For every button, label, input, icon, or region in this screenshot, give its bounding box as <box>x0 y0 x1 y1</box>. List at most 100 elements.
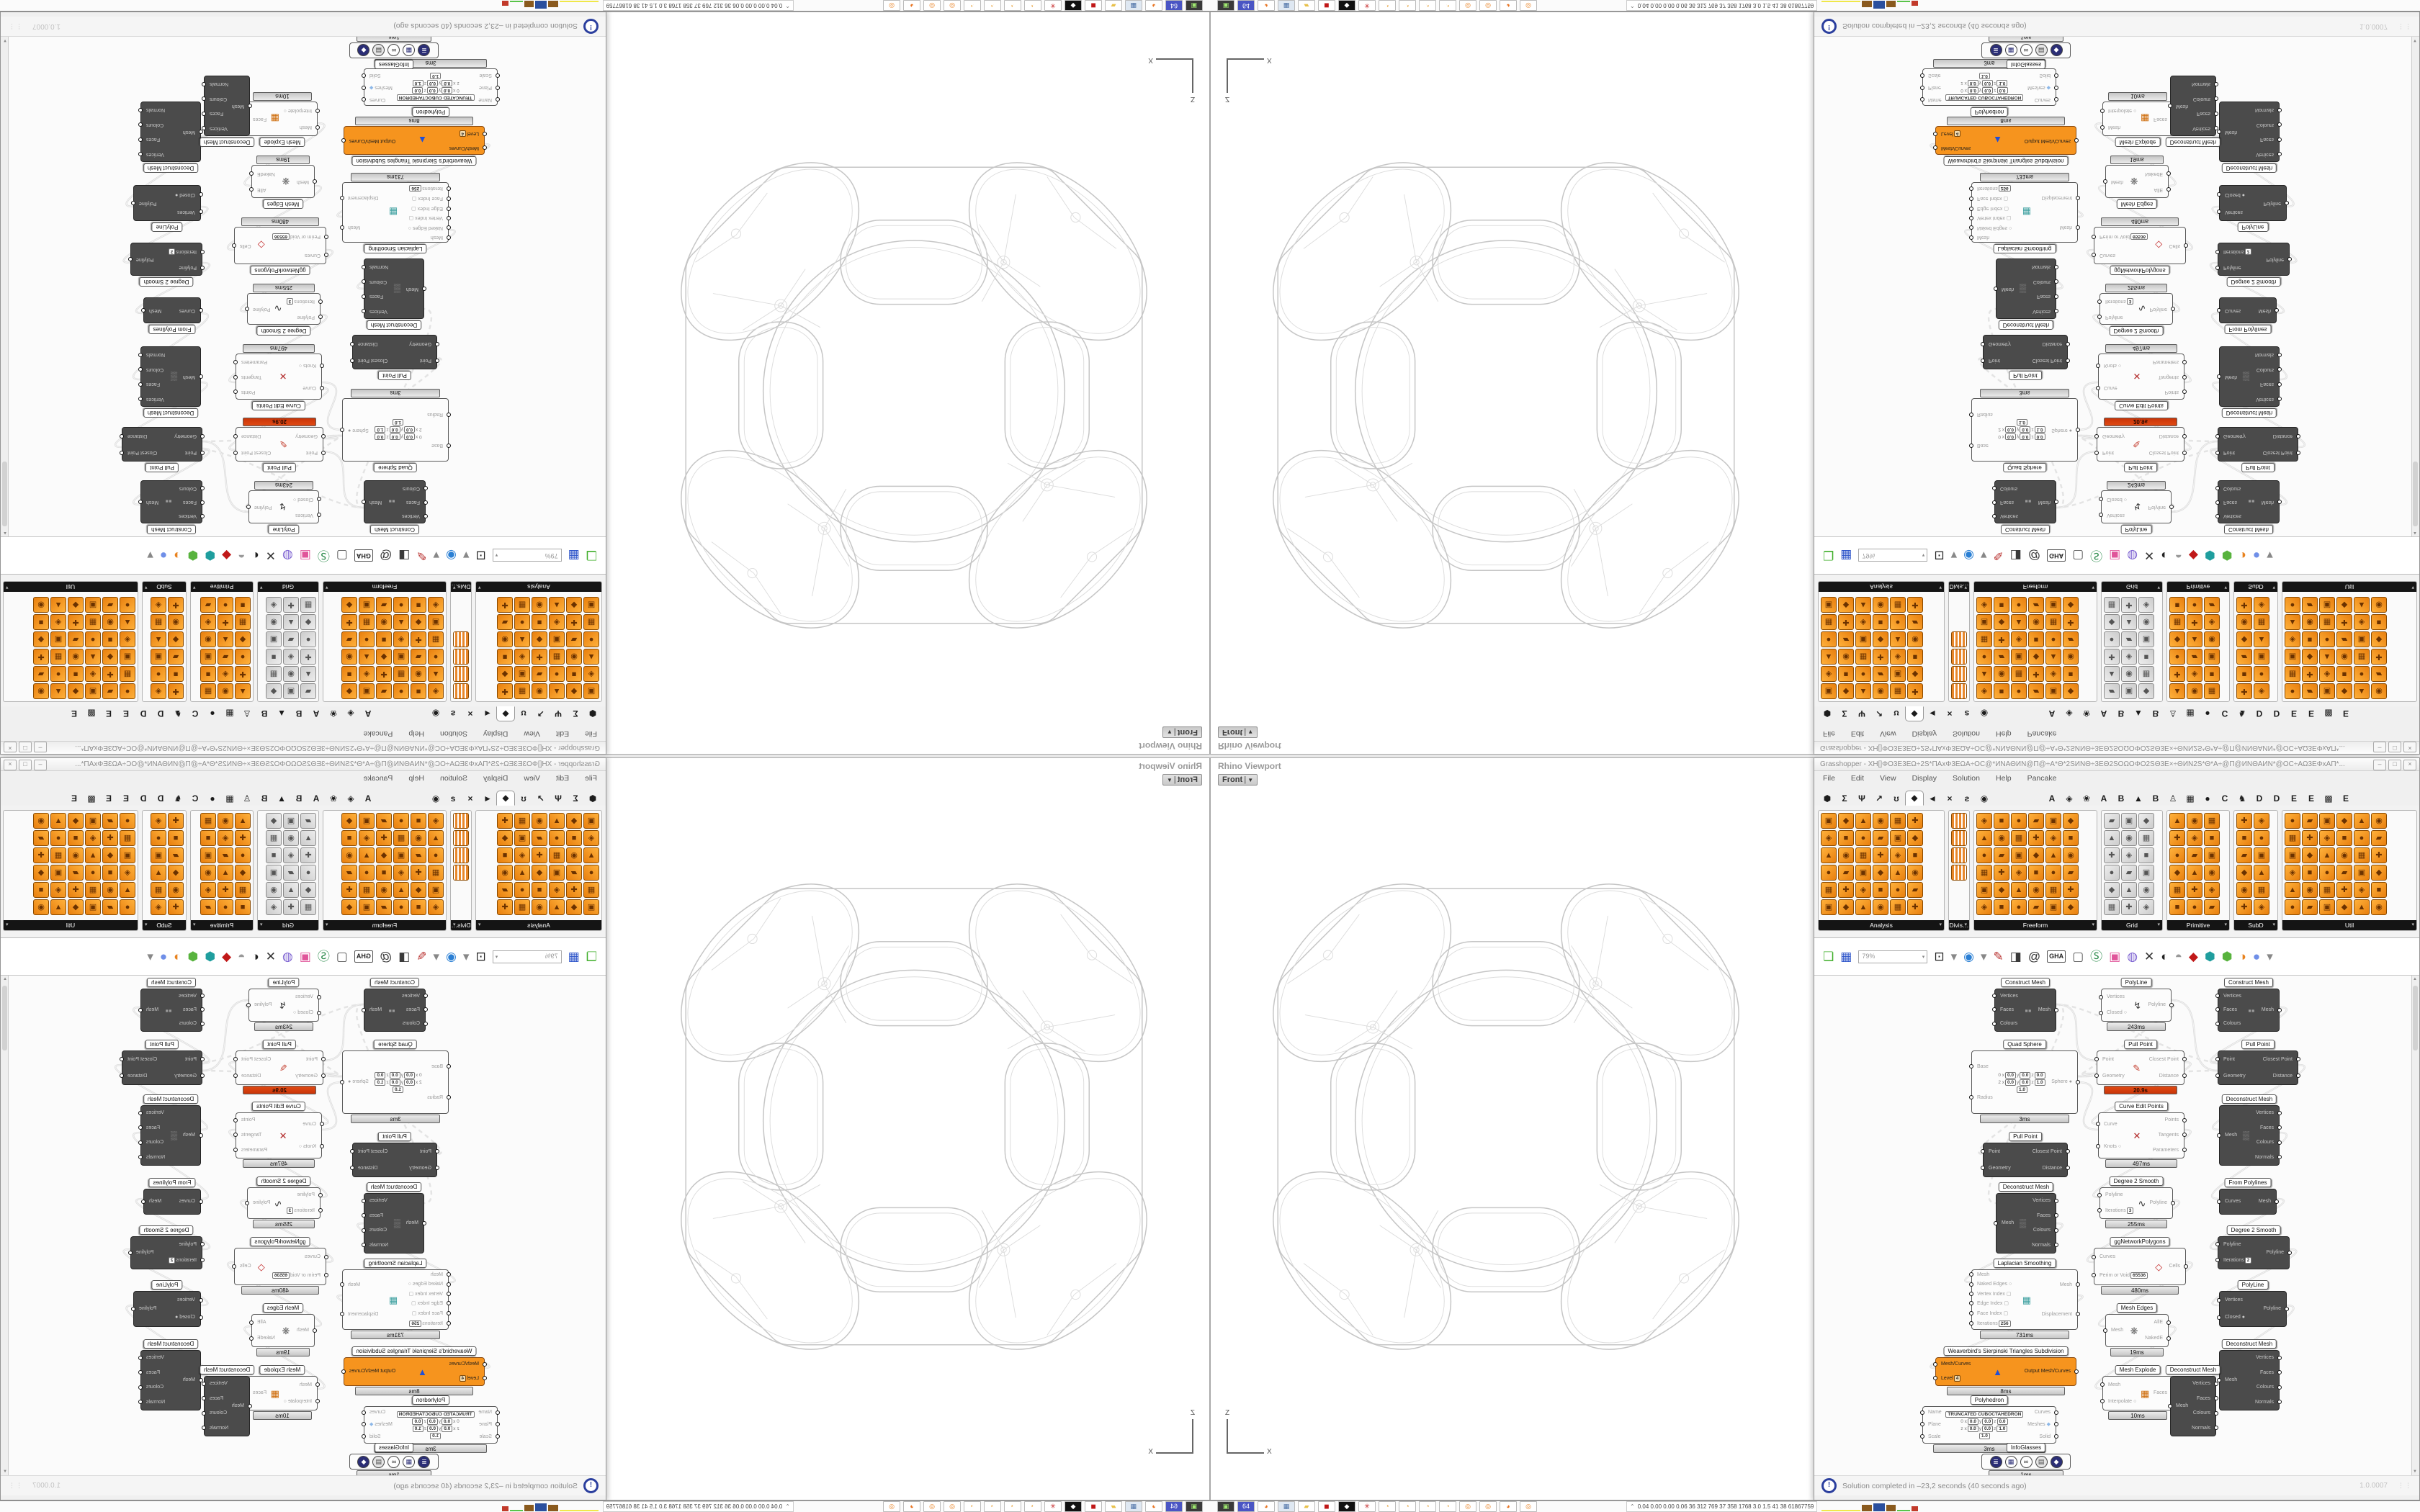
menu-item-display[interactable]: Display <box>1912 729 1937 738</box>
component-icon[interactable]: ▲ <box>283 614 299 630</box>
port-mesh[interactable]: Mesh <box>406 1220 426 1226</box>
port-polyline[interactable]: Polyline <box>128 256 154 262</box>
component-icon[interactable]: ▣ <box>2254 649 2269 665</box>
port-polyline[interactable]: Polyline <box>2148 1002 2174 1008</box>
category-tab-21[interactable]: ♞ <box>174 708 182 719</box>
port-scale[interactable]: Scale <box>479 73 500 78</box>
component-icon[interactable]: ▲ <box>1855 813 1871 829</box>
component-icon[interactable]: ◈ <box>200 614 216 630</box>
gh-node-infoglasses[interactable]: ≣ ▦ ∞ ▤ ◆ <box>1981 42 2071 58</box>
component-icon[interactable] <box>1951 666 1967 682</box>
port-colours[interactable]: Colours <box>403 1021 428 1027</box>
component-icon[interactable]: ▦ <box>235 882 251 898</box>
component-icon[interactable]: ◆ <box>1994 614 2009 630</box>
port-vertex-index[interactable]: Vertex Index▢ <box>1969 1292 2012 1297</box>
port-curves[interactable]: Curves <box>2217 1199 2241 1205</box>
port-colours[interactable]: Colours <box>138 366 163 372</box>
taskbar-app-floppy-64[interactable]: 64 <box>1165 0 1183 11</box>
category-tab-19[interactable]: ● <box>210 708 215 719</box>
palette-label[interactable]: Grid ▾ <box>258 582 318 592</box>
port-output-mesh-curves[interactable]: Output Mesh/Curves <box>2025 1369 2079 1374</box>
component-icon[interactable]: ✚ <box>2236 683 2252 699</box>
component-icon[interactable]: ▣ <box>50 865 66 881</box>
port-mesh[interactable]: Mesh <box>183 1377 203 1383</box>
maximize-button[interactable]: □ <box>19 742 32 752</box>
category-tab-9[interactable]: ◉ <box>431 708 440 719</box>
category-tab-17[interactable]: ♙ <box>2169 793 2177 804</box>
component-icon[interactable]: ✚ <box>1994 865 2009 881</box>
solver-info-icon[interactable]: ! <box>583 19 599 34</box>
port-colours[interactable]: Colours <box>179 1021 205 1027</box>
component-icon[interactable]: ◈ <box>151 813 166 829</box>
component-icon[interactable]: ▰ <box>1873 666 1888 682</box>
component-icon[interactable]: ◆ <box>411 614 426 630</box>
component-icon[interactable]: ◉ <box>2187 813 2202 829</box>
category-tab-1[interactable]: Σ <box>573 708 578 719</box>
component-icon[interactable]: ▣ <box>2319 813 2335 829</box>
ball-caret-icon[interactable]: ▾ <box>147 950 153 963</box>
component-icon[interactable]: ✚ <box>2302 830 2318 846</box>
port-parameters[interactable]: Parameters <box>233 1148 267 1153</box>
category-tab-12[interactable]: ❀ <box>2082 708 2091 719</box>
infoglasses-plugin-icon[interactable]: ▤ <box>2035 1455 2048 1468</box>
component-icon[interactable]: ✚ <box>411 865 426 881</box>
category-tab-3[interactable]: ↗ <box>1875 793 1883 804</box>
solver-info-icon[interactable]: ! <box>583 1478 599 1493</box>
component-icon[interactable]: ▲ <box>85 847 101 863</box>
category-tab-17[interactable]: ♙ <box>2169 708 2177 719</box>
taskbar-app-file-manager[interactable]: ▣ <box>1217 1501 1234 1512</box>
port-faces[interactable]: Faces <box>362 1213 383 1219</box>
taskbar-app-firefox[interactable]: ◕ <box>1258 0 1275 11</box>
component-icon[interactable]: ● <box>2187 597 2202 613</box>
component-icon[interactable]: ▦ <box>1821 614 1837 630</box>
component-icon[interactable]: ◉ <box>2121 666 2137 682</box>
category-tab-2[interactable]: Ψ <box>1858 708 1865 719</box>
port-base[interactable]: Base <box>1969 1064 1989 1070</box>
save-file-icon[interactable]: ▦ <box>568 549 580 562</box>
component-icon[interactable]: ◆ <box>2371 631 2387 647</box>
taskbar-app-paint-4[interactable]: ◔ <box>964 1501 981 1512</box>
canvas-toggle-icon[interactable]: ◨ <box>398 549 411 562</box>
port-iterations[interactable]: Iterations256 <box>408 184 451 192</box>
component-icon[interactable]: ● <box>85 631 101 647</box>
component-icon[interactable]: ▣ <box>2045 813 2061 829</box>
component-icon[interactable]: ✚ <box>102 666 118 682</box>
port-faces[interactable]: Faces <box>183 1007 205 1013</box>
component-icon[interactable]: ▣ <box>514 830 530 846</box>
component-icon[interactable]: ● <box>1821 631 1837 647</box>
port-meshes[interactable]: Meshes◆ <box>362 1422 393 1428</box>
component-icon[interactable]: ▲ <box>300 666 316 682</box>
infoglasses-plugin-icon[interactable]: ▦ <box>2004 44 2017 57</box>
port-meshes[interactable]: Meshes◆ <box>2027 84 2058 90</box>
category-tab-5[interactable]: ◆ <box>496 791 515 806</box>
component-icon[interactable]: ▣ <box>50 631 66 647</box>
port-interpolate[interactable]: Interpolate○ <box>2100 108 2136 113</box>
component-icon[interactable]: ▣ <box>1855 865 1871 881</box>
component-icon[interactable]: ▲ <box>50 683 66 699</box>
component-icon[interactable]: ▦ <box>2354 847 2370 863</box>
port-base[interactable]: Base <box>431 443 451 448</box>
category-tab-9[interactable]: ◉ <box>431 793 440 804</box>
port-face-index[interactable]: Face Index▢ <box>412 196 451 201</box>
category-tab-24[interactable]: E <box>2290 708 2297 719</box>
category-tab-18[interactable]: ▦ <box>2186 708 2195 719</box>
port-solid[interactable]: Solid <box>2039 73 2058 78</box>
zoom-extents-icon[interactable]: ⊡ <box>475 950 486 963</box>
port-vertices[interactable]: Vertices <box>138 151 164 157</box>
taskbar-app-wolf-app[interactable]: ◆ <box>1338 1501 1355 1512</box>
palette-label[interactable]: Divis… ▾ <box>451 582 471 592</box>
component-icon[interactable]: ◆ <box>497 666 513 682</box>
component-icon[interactable]: ◉ <box>1873 813 1888 829</box>
port-colours[interactable]: Colours <box>202 96 227 102</box>
port-vertices[interactable]: Vertices <box>202 125 228 131</box>
palette-label[interactable]: Grid ▾ <box>2102 920 2162 930</box>
component-icon[interactable]: ● <box>1976 847 1992 863</box>
port-mesh[interactable]: Mesh <box>138 1007 158 1013</box>
category-tab-13[interactable]: A <box>313 708 320 719</box>
port-iterations[interactable]: Iterations3 <box>286 1207 323 1214</box>
taskbar-app-paint-3[interactable]: ◔ <box>984 0 1001 11</box>
category-tab-1[interactable]: Σ <box>1842 793 1847 804</box>
component-icon[interactable]: ■ <box>1907 649 1923 665</box>
gh-node-pull-point-left[interactable]: Point Geometry Closest Point Distance <box>350 1143 439 1177</box>
